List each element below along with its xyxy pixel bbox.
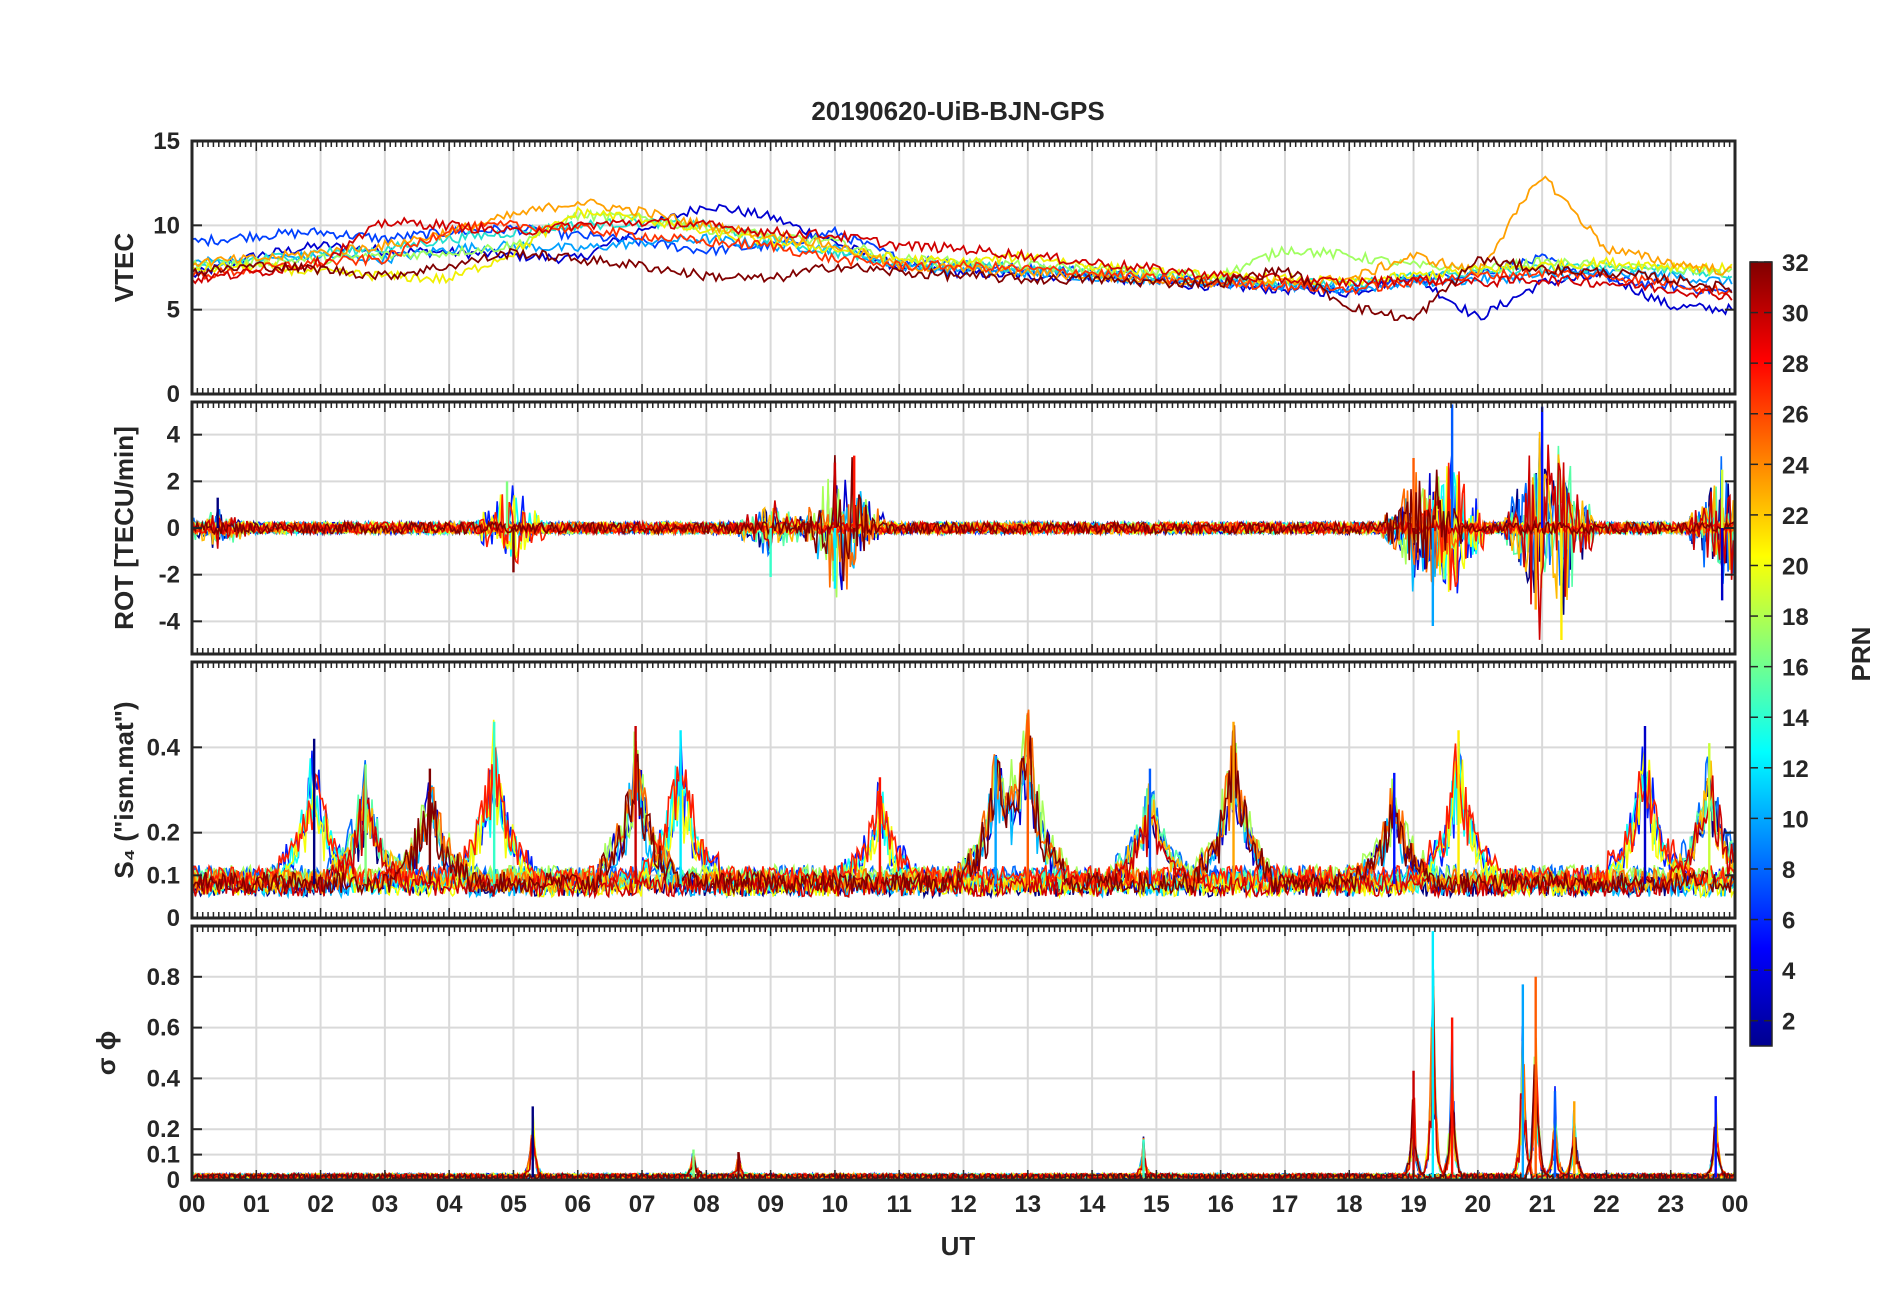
colorbar-tick-label: 18 bbox=[1782, 604, 1809, 631]
series-line-prn-29 bbox=[192, 216, 1733, 301]
x-tick-label: 07 bbox=[629, 1191, 656, 1218]
y-tick-label: 0.2 bbox=[147, 1116, 180, 1143]
y-tick-label: 0 bbox=[167, 381, 180, 408]
y-axis-label: σ ϕ bbox=[91, 1031, 121, 1076]
x-tick-label: 20 bbox=[1464, 1191, 1491, 1218]
y-axis-label: ROT [TECU/min] bbox=[109, 426, 139, 630]
x-tick-label: 16 bbox=[1207, 1191, 1234, 1218]
colorbar-tick-label: 26 bbox=[1782, 402, 1809, 429]
x-tick-label: 22 bbox=[1593, 1191, 1620, 1218]
y-tick-label: 2 bbox=[167, 468, 180, 495]
y-tick-label: 5 bbox=[167, 297, 180, 324]
x-tick-label: 00 bbox=[179, 1191, 206, 1218]
colorbar-tick-label: 8 bbox=[1782, 857, 1795, 884]
y-tick-label: 0 bbox=[167, 515, 180, 542]
y-tick-label: 0.8 bbox=[147, 964, 180, 991]
colorbar-label: PRN bbox=[1846, 627, 1876, 682]
colorbar-gradient bbox=[1749, 261, 1773, 1047]
x-tick-label: 15 bbox=[1143, 1191, 1170, 1218]
x-tick-label: 18 bbox=[1336, 1191, 1363, 1218]
colorbar-tick-label: 22 bbox=[1782, 503, 1809, 530]
series-line-8 bbox=[192, 466, 1735, 592]
colorbar-tick-label: 28 bbox=[1782, 351, 1809, 378]
series-line-12 bbox=[192, 444, 1735, 640]
y-tick-label: 0.4 bbox=[147, 1065, 181, 1092]
y-tick-label: 0 bbox=[167, 905, 180, 932]
series-line-7 bbox=[192, 714, 1735, 889]
x-tick-label: 11 bbox=[887, 1191, 912, 1218]
plot-area bbox=[192, 175, 1733, 322]
y-tick-label: 0.4 bbox=[147, 734, 181, 761]
panel-ROT: -4 -2 0 2 4 ROT [TECU/min] bbox=[109, 400, 1737, 656]
x-tick-label: 04 bbox=[436, 1191, 463, 1218]
x-tick-label: 10 bbox=[822, 1191, 849, 1218]
x-tick-label: 13 bbox=[1014, 1191, 1041, 1218]
y-tick-label: 0 bbox=[167, 1167, 180, 1194]
figure-title: 20190620-UiB-BJN-GPS bbox=[811, 96, 1104, 126]
y-tick-label: 0.1 bbox=[147, 862, 180, 889]
x-tick-label: 12 bbox=[950, 1191, 977, 1218]
x-tick-label: 05 bbox=[500, 1191, 527, 1218]
series-line-prn-20 bbox=[192, 205, 1733, 287]
x-tick-label: 08 bbox=[693, 1191, 720, 1218]
colorbar-tick-label: 16 bbox=[1782, 655, 1809, 682]
series-line-12 bbox=[192, 766, 1735, 900]
y-tick-label: 15 bbox=[153, 128, 180, 155]
y-tick-label: -4 bbox=[159, 608, 181, 635]
panel-S4: 0 0.1 0.2 0.4 S₄ ("ism.mat") bbox=[109, 660, 1737, 932]
series-line-prn-23 bbox=[192, 175, 1732, 290]
x-tick-label: 21 bbox=[1529, 1191, 1556, 1218]
y-tick-label: 0.6 bbox=[147, 1015, 180, 1042]
colorbar-tick-label: 10 bbox=[1782, 806, 1809, 833]
y-tick-label: 4 bbox=[167, 422, 181, 449]
colorbar-tick-label: 6 bbox=[1782, 908, 1795, 935]
series-line-13 bbox=[192, 455, 1735, 582]
colorbar-tick-label: 24 bbox=[1782, 452, 1809, 479]
y-axis-label: S₄ ("ism.mat") bbox=[109, 701, 139, 878]
x-tick-label: 23 bbox=[1657, 1191, 1684, 1218]
colorbar-tick-label: 30 bbox=[1782, 301, 1809, 328]
y-tick-label: 0.1 bbox=[147, 1142, 180, 1169]
x-tick-label: 02 bbox=[307, 1191, 334, 1218]
y-tick-label: -2 bbox=[159, 562, 180, 589]
panel-sigma_phi: 00.10.2 0.4 0.6 0.8 σ ϕ bbox=[91, 924, 1737, 1194]
colorbar-tick-label: 2 bbox=[1782, 1009, 1795, 1036]
colorbar-tick-label: 12 bbox=[1782, 756, 1809, 783]
x-tick-label: 03 bbox=[372, 1191, 399, 1218]
x-axis-label: UT bbox=[941, 1231, 976, 1261]
series-line-prn-32 bbox=[192, 247, 1733, 322]
colorbar-tick-label: 4 bbox=[1782, 958, 1796, 985]
y-tick-label: 10 bbox=[153, 212, 180, 239]
y-tick-label: 0.2 bbox=[147, 820, 180, 847]
y-axis-label: VTEC bbox=[109, 233, 139, 303]
x-tick-label: 01 bbox=[243, 1191, 270, 1218]
plot-area bbox=[192, 404, 1735, 640]
x-tick-label: 17 bbox=[1272, 1191, 1299, 1218]
colorbar-tick-label: 20 bbox=[1782, 553, 1809, 580]
x-tick-label: 06 bbox=[564, 1191, 591, 1218]
panel-VTEC: 0 5 10 15 VTEC bbox=[109, 128, 1737, 408]
plot-area bbox=[192, 709, 1735, 900]
x-tick-label: 19 bbox=[1400, 1191, 1427, 1218]
series-line-13 bbox=[192, 725, 1735, 897]
colorbar-tick-label: 32 bbox=[1782, 250, 1809, 277]
x-tick-label: 00 bbox=[1722, 1191, 1749, 1218]
x-tick-label: 14 bbox=[1079, 1191, 1106, 1218]
colorbar-tick-label: 14 bbox=[1782, 705, 1809, 732]
x-tick-labels: 00 01 02 03 04 05 06 07 08 09 10 11 12 13 14 15 16 17 18 19… bbox=[179, 1191, 1749, 1218]
x-tick-label: 09 bbox=[757, 1191, 784, 1218]
series-line-prn-27 bbox=[192, 219, 1733, 296]
